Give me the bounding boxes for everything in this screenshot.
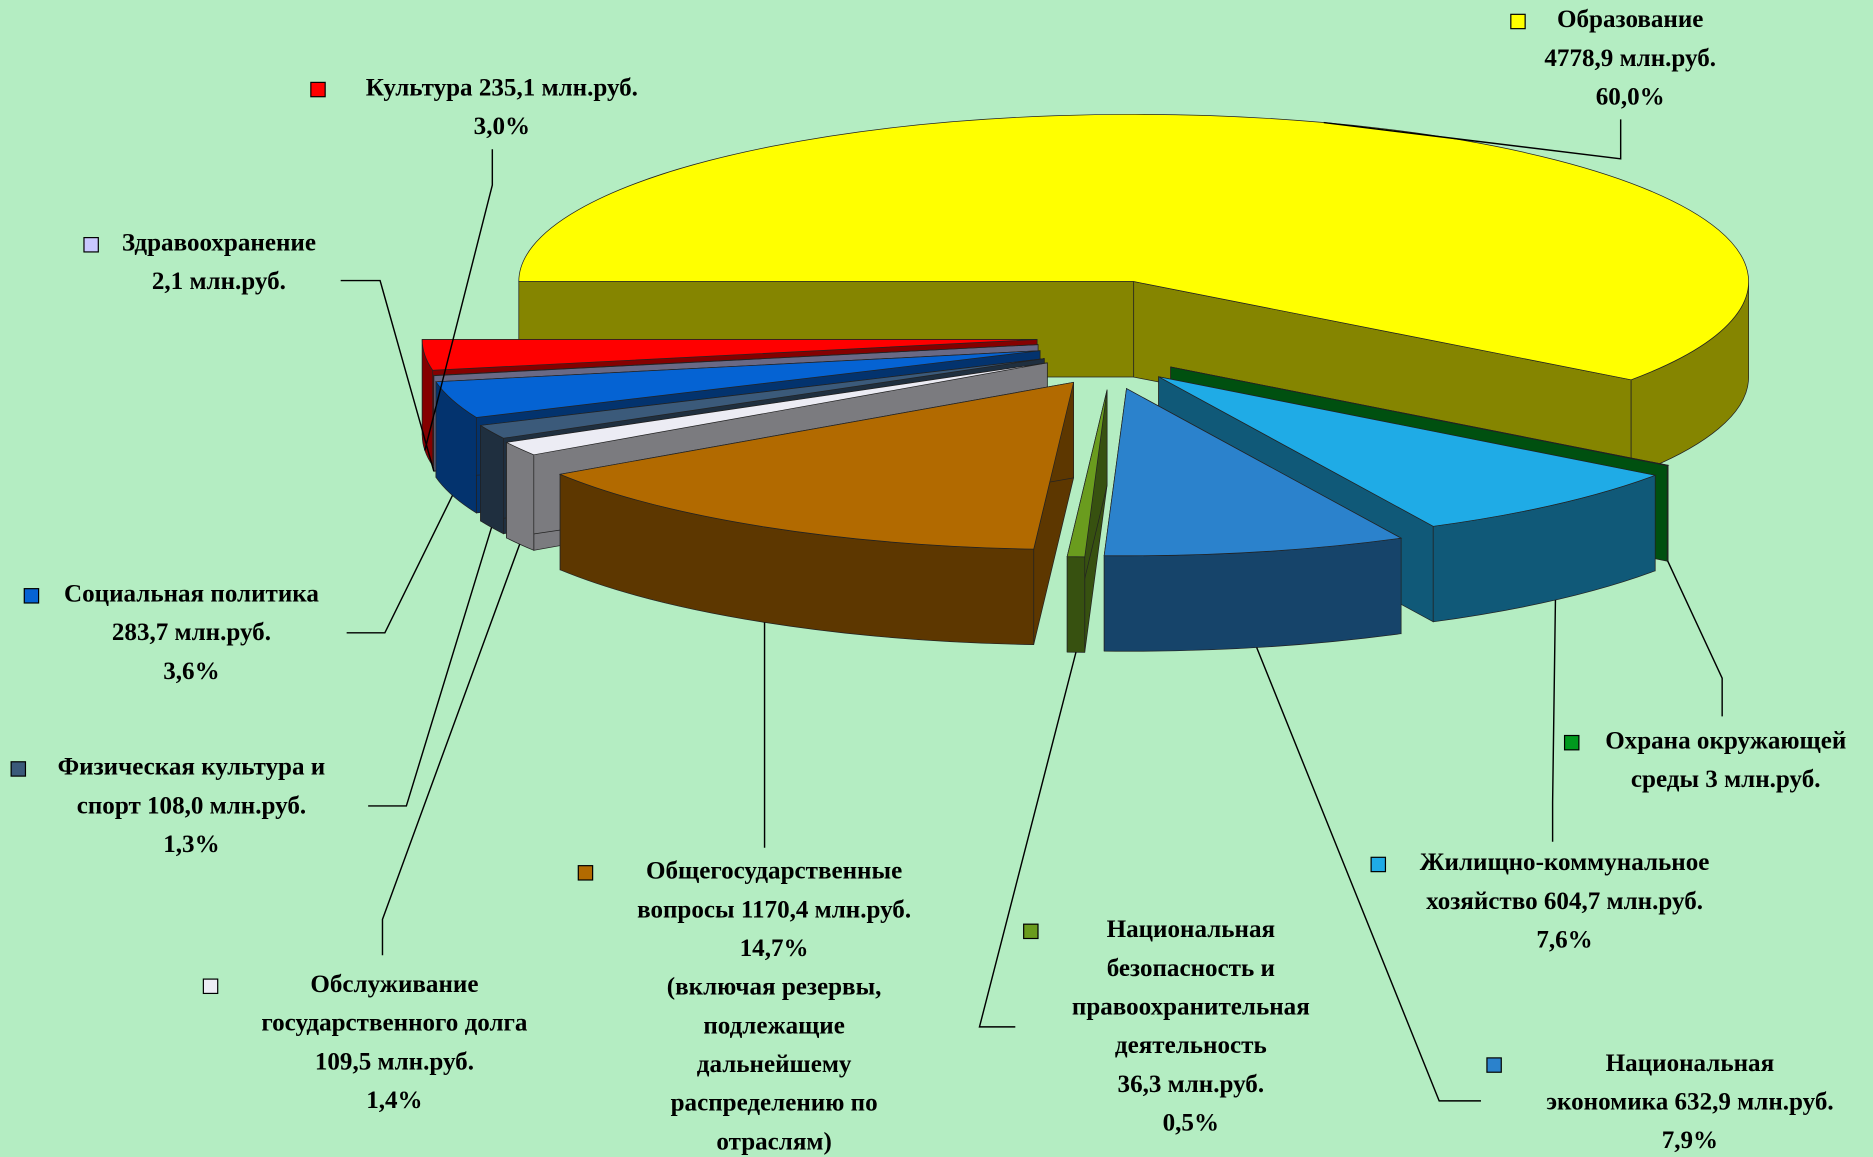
slice-top <box>1066 389 1108 558</box>
data-label: 3,6% <box>163 658 219 685</box>
data-label: Физическая культура и <box>58 754 326 781</box>
slice-top <box>421 339 1038 371</box>
slice-top <box>558 381 1075 550</box>
data-label: распределению по <box>671 1090 878 1117</box>
legend-swatch <box>23 588 40 604</box>
data-label: дальнейшему <box>697 1051 852 1078</box>
legend-swatch <box>10 761 27 777</box>
slice-top <box>433 344 1039 377</box>
data-label: деятельность <box>1115 1032 1267 1059</box>
slice-wall <box>480 424 504 535</box>
slice-wall <box>1066 556 1086 653</box>
data-label: государственного долга <box>261 1010 528 1037</box>
legend-swatch <box>577 865 594 881</box>
data-label: подлежащие <box>703 1012 845 1039</box>
data-label: вопросы 1170,4 млн.руб. <box>637 896 911 923</box>
data-label: 1,4% <box>366 1087 422 1114</box>
data-label: (включая резервы, <box>667 974 882 1001</box>
data-label: отраслям) <box>716 1128 831 1155</box>
leader-line <box>368 527 493 807</box>
data-label: 2,1 млн.руб. <box>152 268 286 295</box>
legend-swatch <box>83 237 99 253</box>
leader-line <box>978 652 1077 1028</box>
data-label: 0,5% <box>1163 1110 1219 1137</box>
data-label: Обслуживание <box>310 971 478 998</box>
data-label: хозяйство 604,7 млн.руб. <box>1426 888 1703 915</box>
data-label: среды 3 млн.руб. <box>1631 766 1821 793</box>
data-label: 109,5 млн.руб. <box>315 1048 474 1075</box>
data-label: 36,3 млн.руб. <box>1118 1071 1265 1098</box>
slice-top <box>435 350 1041 418</box>
leader-line <box>381 543 521 956</box>
slice-top <box>1103 388 1403 557</box>
data-label: Социальная политика <box>64 581 319 608</box>
data-label: правоохранительная <box>1072 993 1310 1020</box>
pie <box>421 113 1749 653</box>
legend-swatch <box>1486 1057 1502 1073</box>
leader-line <box>346 495 454 634</box>
legend-swatch <box>310 81 326 98</box>
data-label: 4778,9 млн.руб. <box>1544 45 1716 72</box>
data-label: 7,9% <box>1662 1127 1718 1154</box>
leader-line <box>340 279 435 472</box>
slice-wall <box>1666 464 1669 562</box>
slice-wall <box>506 441 535 551</box>
data-label: безопасность и <box>1107 955 1275 982</box>
data-label: 3,0% <box>474 113 530 140</box>
data-label: Общегосударственные <box>646 858 902 885</box>
data-label: 283,7 млн.руб. <box>112 619 271 646</box>
data-label: Охрана окружающей <box>1605 727 1846 754</box>
legend-swatch <box>1023 923 1039 940</box>
data-label: Образование <box>1557 6 1703 33</box>
slice-top <box>479 358 1045 439</box>
legend-swatch <box>1510 13 1526 30</box>
data-label: 60,0% <box>1596 84 1665 111</box>
data-label: Здравоохранение <box>122 230 316 257</box>
leader-line <box>1551 599 1557 842</box>
slice-top <box>505 362 1048 456</box>
slice-top <box>518 113 1749 381</box>
labels: Образование 4778,9 млн.руб. 60,0% Охрана ок… <box>10 6 1846 1155</box>
data-label: Культура 235,1 млн.руб. <box>366 74 638 101</box>
leader-line <box>424 149 494 451</box>
legend-swatch <box>1563 734 1580 751</box>
data-label: 7,6% <box>1536 927 1592 954</box>
slice-top <box>1170 366 1670 466</box>
data-label: 1,3% <box>163 831 219 858</box>
data-label: Национальная <box>1107 916 1275 943</box>
leader-line <box>1256 647 1481 1102</box>
data-label: спорт 108,0 млн.руб. <box>77 792 306 819</box>
data-label: Жилищно-коммунальное <box>1420 849 1710 876</box>
legend-swatch <box>1370 856 1387 873</box>
leader-line <box>1667 560 1723 717</box>
data-label: Национальная <box>1606 1050 1774 1077</box>
slice-top <box>1158 376 1657 527</box>
data-label: 14,7% <box>740 935 809 962</box>
leader-line <box>1323 119 1622 160</box>
data-label: экономика 632,9 млн.руб. <box>1546 1088 1833 1115</box>
legend-swatch <box>202 978 219 995</box>
